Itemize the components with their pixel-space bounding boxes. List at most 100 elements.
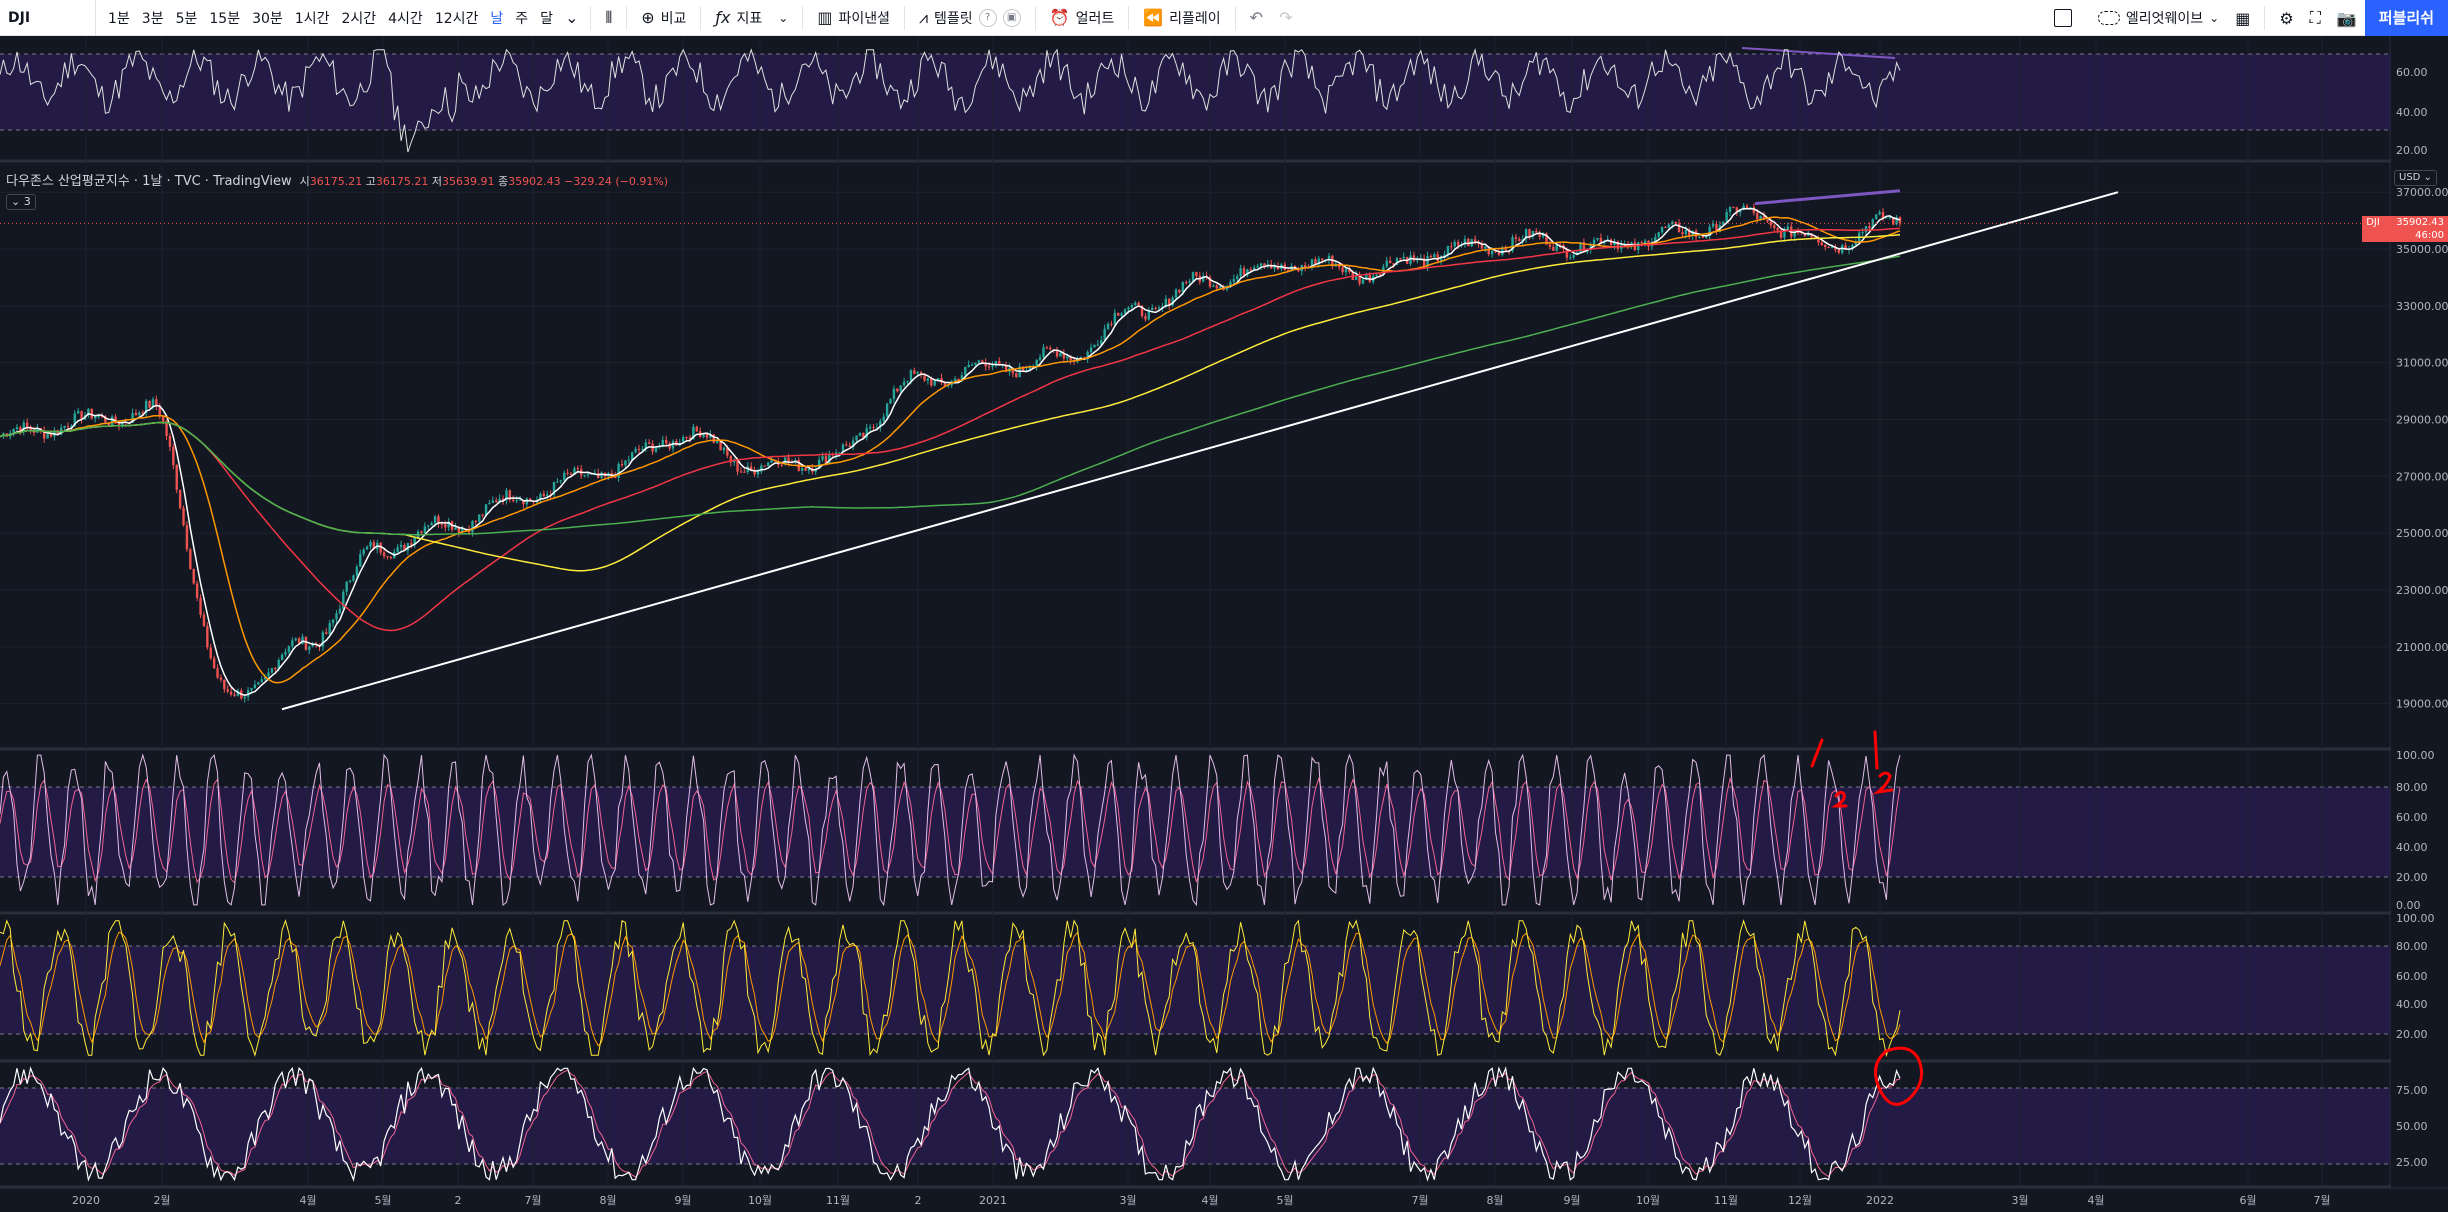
interval-6[interactable]: 2시간 (341, 10, 377, 27)
fullscreen-icon[interactable]: ⛶ (2309, 8, 2321, 27)
candle-body (1273, 266, 1276, 269)
price-tick-8: 21000.00 (2396, 641, 2448, 654)
candle-body (1453, 241, 1456, 247)
candle-body (1174, 289, 1178, 298)
candle-body (1433, 254, 1436, 258)
wave1a-mark (1810, 738, 1824, 768)
candle-body (641, 448, 644, 450)
replay-button[interactable]: ⏪ 리플레이 (1135, 8, 1228, 28)
compare-button[interactable]: ⊕ 비교 (633, 8, 694, 28)
chart-canvas[interactable]: 37000.00 35000.00 33000.00 31000.00 29000.00… (0, 36, 2448, 1212)
interval-4[interactable]: 30분 (252, 10, 283, 27)
chevron-down-icon[interactable]: ⌄ (565, 8, 579, 27)
interval-5[interactable]: 1시간 (294, 10, 330, 27)
indicators-button[interactable]: ƒx 지표 ⌄ (707, 8, 796, 28)
legend-collapse-button[interactable]: ⌄ 3 (6, 194, 36, 210)
chevron-down-icon[interactable]: ⌄ (778, 10, 789, 25)
chart-area[interactable]: 37000.00 35000.00 33000.00 31000.00 29000.00… (0, 36, 2448, 1212)
candle-body (804, 468, 807, 471)
compare-label: 비교 (660, 10, 687, 27)
candle-body (559, 480, 563, 482)
templates-button[interactable]: ⩘ 템플릿 ? ▣ (911, 8, 1029, 28)
candle-body (546, 494, 549, 497)
candle-body (885, 403, 889, 417)
lock-icon[interactable]: ▣ (1002, 8, 1021, 27)
candle-body (1552, 246, 1555, 251)
candle-body (749, 466, 753, 470)
candle-body (1388, 260, 1392, 264)
stoch3-tick-0: 75.00 (2396, 1084, 2428, 1097)
candle-body (182, 508, 185, 526)
toolbar-divider (590, 5, 592, 30)
time-tick-18: 10월 (1636, 1194, 1660, 1207)
interval-8[interactable]: 12시간 (434, 10, 479, 27)
fx-icon: ƒx (715, 8, 731, 27)
wave2a-mark (1830, 790, 1848, 808)
interval-list: 1분 3분 5분 15분 30분 1시간 2시간 4시간 12시간 날 주 달 (96, 8, 559, 28)
candle-body (447, 521, 450, 528)
candle-body (770, 459, 773, 463)
interval-7[interactable]: 4시간 (388, 10, 423, 27)
candle-body (930, 378, 933, 386)
candle-body (508, 490, 512, 500)
layout-square-icon[interactable] (2053, 9, 2072, 27)
candle-body (1086, 352, 1089, 360)
candle-body (692, 426, 695, 440)
redo-icon[interactable]: ↷ (1279, 8, 1293, 27)
interval-11[interactable]: 달 (540, 10, 554, 27)
candle-body (495, 500, 498, 502)
candle-body (817, 459, 821, 470)
currency-button[interactable]: USD ⌄ (2394, 170, 2437, 186)
candle-body (1079, 356, 1083, 359)
series-legend[interactable]: 다우존스 산업평균지수 · 1날 · TVC · TradingView 시36… (6, 170, 668, 189)
candle-body (586, 473, 590, 476)
candle-style-icon[interactable]: ⫴ (605, 7, 613, 27)
undo-icon[interactable]: ↶ (1249, 8, 1264, 27)
info-icon[interactable]: ? (978, 8, 997, 27)
camera-icon[interactable]: 📷 (2336, 8, 2357, 28)
interval-2[interactable]: 5분 (175, 10, 198, 27)
candle-body (22, 422, 25, 432)
interval-1[interactable]: 3분 (141, 10, 164, 27)
candle-body (1348, 268, 1351, 273)
layout-name-button[interactable]: 엘리엇웨이브 ⌄ (2090, 8, 2227, 28)
candle-body (291, 640, 294, 647)
candle-body (189, 549, 192, 570)
time-tick-6: 8월 (599, 1194, 616, 1207)
candle-body (1776, 227, 1779, 231)
candle-body (1106, 323, 1110, 329)
candle-body (1412, 255, 1416, 261)
candle-body (947, 385, 950, 387)
candle-body (1314, 259, 1317, 264)
ma-240-line (0, 255, 1901, 536)
time-tick-12: 3월 (1119, 1194, 1136, 1207)
candle-body (1062, 352, 1066, 359)
candle-body (1793, 231, 1796, 237)
grid-layout-icon[interactable]: ▦ (2235, 8, 2251, 28)
time-tick-3: 5월 (374, 1194, 391, 1207)
candle-body (862, 432, 865, 438)
candle-body (529, 498, 532, 502)
interval-3[interactable]: 15분 (209, 10, 241, 27)
interval-9[interactable]: 날 (490, 10, 504, 27)
candle-body (427, 525, 430, 527)
candle-body (1497, 251, 1501, 255)
candle-body (974, 362, 977, 365)
candle-body (875, 427, 879, 429)
candle-body (117, 423, 121, 427)
candle-body (294, 638, 297, 641)
candle-body (1256, 266, 1259, 268)
candle-body (362, 549, 365, 555)
candle-body (1191, 272, 1195, 282)
candle-body (1395, 258, 1399, 265)
interval-0[interactable]: 1분 (108, 10, 130, 27)
publish-button[interactable]: 퍼블리쉬 (2364, 0, 2448, 36)
gear-icon[interactable]: ⚙ (2279, 8, 2294, 28)
candle-body (1592, 239, 1596, 246)
interval-10[interactable]: 주 (515, 10, 529, 27)
time-tick-11: 2021 (979, 1194, 1007, 1207)
symbol-search-button[interactable]: DJI (0, 0, 96, 36)
alert-button[interactable]: ⏰ 얼러트 (1042, 8, 1123, 28)
candle-body (590, 473, 593, 475)
financials-button[interactable]: ▥ 파이낸셜 (809, 8, 898, 28)
